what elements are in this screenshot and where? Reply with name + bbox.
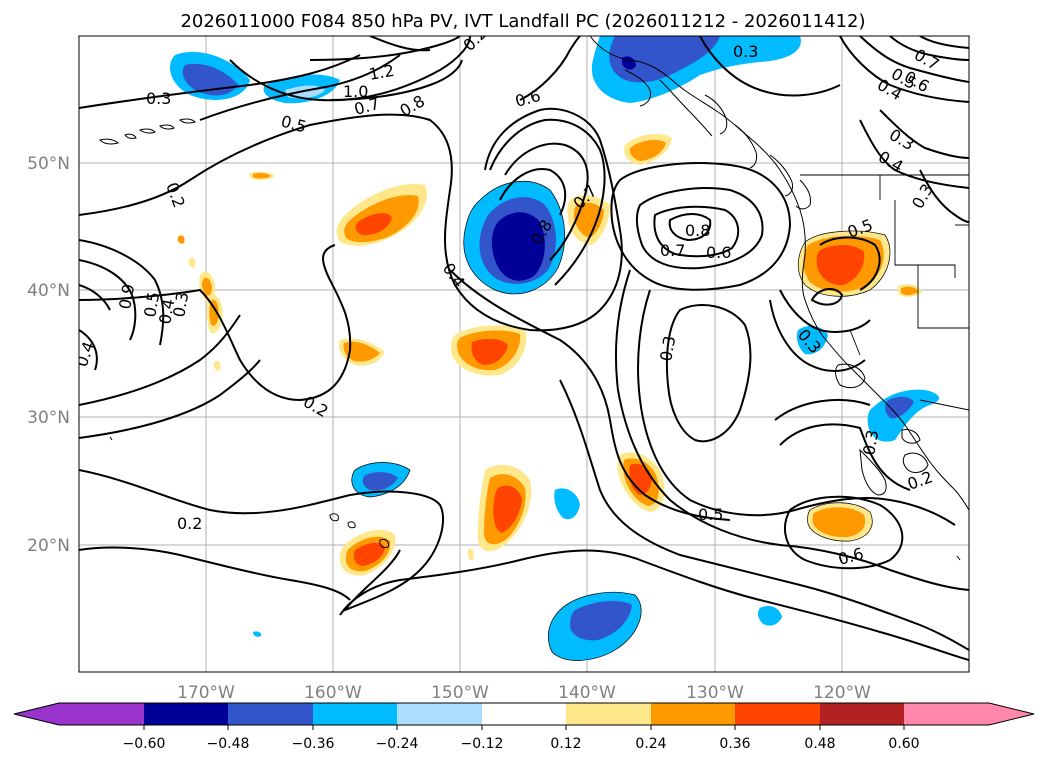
colorbar-segment xyxy=(651,703,735,725)
contour-label: 0.6 xyxy=(706,243,731,262)
map-background xyxy=(79,36,969,672)
colorbar-tick-label: −0.12 xyxy=(461,736,504,752)
contour-label: 0.5 xyxy=(698,505,723,524)
positive-anomaly-southern xyxy=(340,452,873,576)
contour-label: 1.0 xyxy=(343,82,368,101)
x-axis-ticks: 170°W 160°W 150°W 140°W 130°W 120°W xyxy=(177,683,871,703)
colorbar-segment xyxy=(482,703,566,725)
colorbar-tick-label: −0.24 xyxy=(376,736,419,752)
contour-label: 0.2 xyxy=(177,514,202,533)
positive-anomaly-pacific-northwest xyxy=(798,230,922,297)
pv-contours xyxy=(79,36,969,661)
map-frame xyxy=(78,35,970,673)
colorbar-extend-left xyxy=(14,703,59,725)
colorbar-segment xyxy=(144,703,228,725)
country-borders xyxy=(800,174,969,411)
map-panel[interactable]: 0.3 0.5 0.7 1.0 1.2 0.8 0.6 0.3 0.2 0.9 … xyxy=(72,23,970,673)
map-title: 2026011000 F084 850 hPa PV, IVT Landfall… xyxy=(180,11,865,32)
positive-anomaly-central xyxy=(177,134,672,376)
contour-label: 0.3 xyxy=(656,334,679,362)
colorbar-tick-label: 0.60 xyxy=(888,736,919,752)
filled-anomalies xyxy=(170,36,940,661)
contour-label: 0.4 xyxy=(155,297,178,325)
x-tick-label: 170°W xyxy=(177,683,235,703)
contour-label: 0.3 xyxy=(859,428,882,456)
x-tick-label: 140°W xyxy=(558,683,616,703)
x-tick-label: 120°W xyxy=(813,683,871,703)
colorbar-tick-label: −0.36 xyxy=(292,736,335,752)
contour-label: 0.3 xyxy=(169,290,192,318)
colorbar-segment xyxy=(904,703,989,725)
y-tick-label: 20°N xyxy=(27,536,70,556)
gridlines xyxy=(79,36,969,672)
x-tick-label: 150°W xyxy=(431,683,489,703)
y-axis-ticks: 50°N 40°N 30°N 20°N xyxy=(27,154,70,556)
colorbar-tick-label: −0.48 xyxy=(207,736,250,752)
colorbar-tick-label: −0.60 xyxy=(123,736,166,752)
contour-label: 0.3 xyxy=(146,89,171,108)
y-tick-label: 30°N xyxy=(27,408,70,428)
x-tick-label: 160°W xyxy=(304,683,362,703)
colorbar-segment xyxy=(735,703,820,725)
contour-label: 0.7 xyxy=(660,241,685,260)
contour-label: 0.8 xyxy=(685,221,710,240)
contour-label: 0.9 xyxy=(115,282,138,310)
contour-label: 0.5 xyxy=(140,290,163,318)
colorbar-segment xyxy=(820,703,904,725)
colorbar-tick-label: 0.12 xyxy=(550,736,581,752)
x-tick-label: 130°W xyxy=(686,683,744,703)
colorbar: −0.60 −0.48 −0.36 −0.24 −0.12 0.12 0.24 … xyxy=(13,702,1035,752)
colorbar-tick-label: 0.36 xyxy=(719,736,750,752)
colorbar-tick-label: 0.24 xyxy=(635,736,666,752)
positive-anomaly-ridge xyxy=(250,171,428,246)
coastlines xyxy=(99,36,969,561)
negative-anomaly-alaska-panhandle xyxy=(591,36,801,103)
contour-label: 1.2 xyxy=(367,61,395,84)
colorbar-segment xyxy=(566,703,651,725)
anomaly-outlines xyxy=(351,180,891,661)
colorbar-extend-right xyxy=(989,703,1034,725)
negative-anomaly-subtropical xyxy=(253,462,782,661)
colorbar-segment xyxy=(397,703,482,725)
y-tick-label: 50°N xyxy=(27,154,70,174)
negative-anomaly-central-pacific-trough xyxy=(463,181,565,294)
contour-label: 0.3 xyxy=(733,42,758,61)
colorbar-segment xyxy=(228,703,313,725)
y-tick-label: 40°N xyxy=(27,281,70,301)
colorbar-segment xyxy=(313,703,397,725)
colorbar-segment xyxy=(59,703,144,725)
colorbar-tick-label: 0.48 xyxy=(804,736,835,752)
